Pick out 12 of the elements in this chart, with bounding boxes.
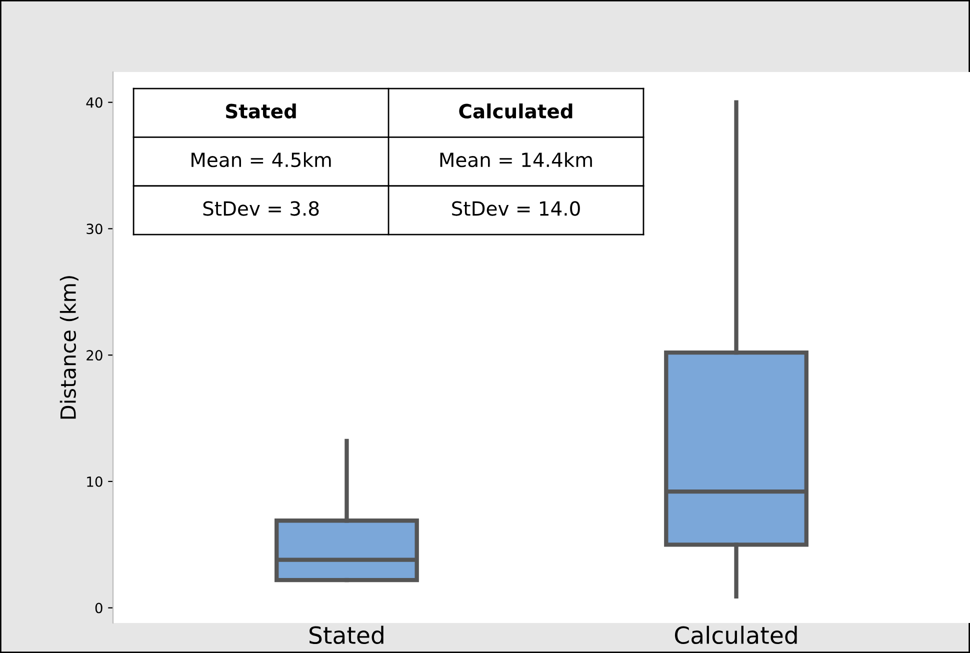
annotation: Calculated	[459, 103, 572, 119]
annotation: StDev = 14.0	[452, 201, 580, 216]
y-tick-label: 20	[86, 350, 102, 361]
y-tick-label: 40	[86, 97, 102, 108]
annotation: Mean = 14.4km	[440, 152, 592, 168]
annotation: Stated	[226, 103, 296, 119]
annotation: Mean = 4.5km	[192, 152, 331, 168]
y-tick-label: 10	[87, 476, 102, 487]
annotation: StDev = 3.8	[203, 201, 319, 216]
y-tick-label: 30	[86, 224, 102, 234]
y-tick-label: 0	[95, 602, 102, 614]
y-axis-title: Distance (km)	[60, 276, 78, 419]
